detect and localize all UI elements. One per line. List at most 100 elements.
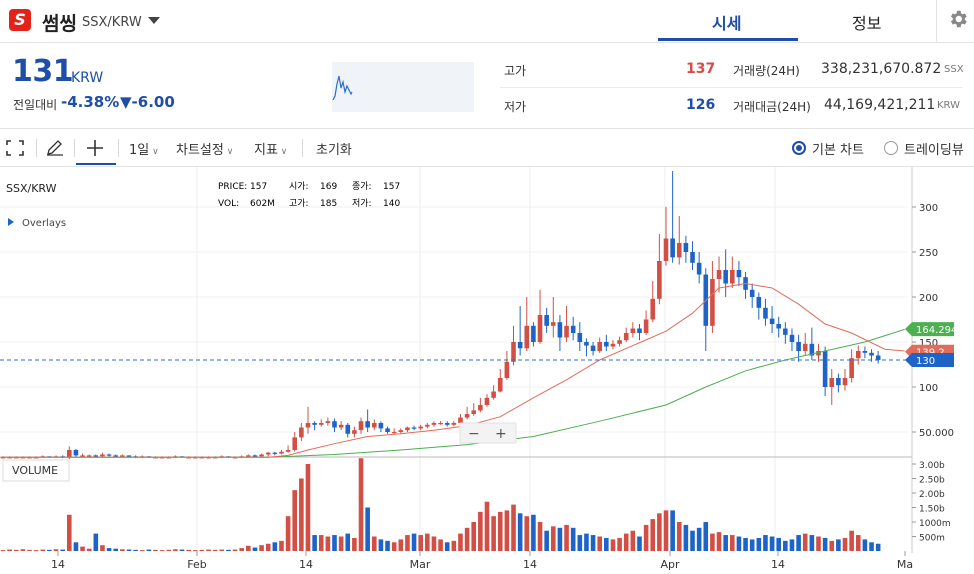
volume-bar (80, 546, 85, 551)
draw-tool-button[interactable] (46, 140, 64, 160)
app-header: S 썸씽 SSX/KRW 시세 정보 (0, 0, 974, 43)
amount-label: 거래대금(24H) (733, 100, 811, 114)
trading-view-radio[interactable] (884, 141, 898, 155)
price-tags: 164.294139.2130 (905, 322, 957, 367)
chevron-down-icon: ∨ (149, 147, 159, 157)
zoom-controls (459, 422, 517, 444)
candle-body (623, 333, 629, 341)
candle-body (199, 457, 205, 459)
candle-body (338, 424, 344, 428)
volume-bar (40, 549, 46, 551)
candle-body (252, 455, 258, 457)
chevron-down-icon: ∨ (277, 147, 288, 157)
price-chart[interactable]: 300 250 200 150 100 50.000 3.00b 2.50b 2.00b 1.5… (0, 167, 974, 574)
volume-bar (816, 536, 821, 551)
volume-bar (703, 522, 709, 551)
legend-low-label: 저가: (352, 198, 372, 209)
volume-bar (186, 549, 191, 551)
crosshair-button[interactable] (86, 139, 104, 161)
indicators-label: 지표 (254, 143, 278, 158)
volume-bar (67, 514, 72, 551)
volume-bar (358, 458, 364, 551)
triangle-right-icon[interactable] (8, 218, 14, 226)
volume-bar (869, 542, 874, 551)
y-tick-label: 300 (919, 203, 938, 214)
volume-bar (802, 533, 808, 551)
volume-bar (683, 524, 689, 551)
indicators-dropdown[interactable]: 지표 ∨ (254, 139, 287, 158)
overlays-toggle[interactable]: Overlays (22, 218, 66, 229)
fullscreen-button[interactable] (6, 140, 24, 160)
candle-body (192, 457, 198, 459)
candle-body (769, 318, 775, 324)
reset-button[interactable]: 초기화 (316, 143, 352, 158)
volume-bar (133, 549, 138, 551)
chart-settings-dropdown[interactable]: 차트설정 ∨ (176, 139, 233, 158)
basic-chart-radio[interactable] (792, 141, 806, 155)
candle-body (318, 423, 324, 425)
volume-bar (577, 535, 583, 551)
volume-bar (199, 549, 205, 551)
candle-body (584, 342, 589, 346)
sparkline-chart (332, 62, 474, 112)
volume-bar (590, 535, 596, 551)
candle-body (836, 378, 841, 386)
legend-low: 140 (383, 199, 400, 209)
volume-bar (789, 539, 795, 551)
volume-bar (497, 511, 503, 551)
volume-bar (776, 537, 782, 551)
candle-body (550, 322, 556, 326)
volume-bar (159, 550, 165, 552)
candle-body (371, 423, 377, 428)
candle-body (425, 424, 430, 427)
volume-bar (570, 527, 576, 551)
volume-bar (418, 535, 423, 551)
volume-bar (86, 548, 92, 551)
candle-body (557, 322, 563, 338)
candle-body (265, 452, 271, 455)
candle-body (285, 450, 291, 452)
volume-bar (657, 513, 662, 551)
volume-bar (855, 535, 861, 551)
candle-body (279, 451, 284, 454)
candle-body (531, 325, 536, 342)
candle-body (345, 424, 351, 434)
candle-body (657, 261, 662, 299)
volume-bar (47, 549, 52, 551)
price-unit: KRW (71, 70, 104, 86)
candle-body (67, 450, 72, 458)
fullscreen-icon (6, 140, 24, 156)
volume-bar (637, 536, 642, 551)
change-label: 전일대비 (13, 98, 58, 112)
volume-bar (444, 542, 450, 551)
volume-bar (206, 549, 211, 551)
volume-bar (425, 533, 430, 551)
volume-bar (239, 548, 244, 551)
settings-button[interactable] (947, 8, 969, 30)
candle-body (451, 423, 457, 425)
candle-body (577, 333, 583, 342)
volume-bar (829, 540, 835, 551)
candle-body (802, 343, 808, 351)
volume-bar (743, 537, 748, 551)
active-tab-indicator (658, 38, 798, 41)
volume-bar (166, 549, 172, 551)
candle-body (849, 358, 854, 378)
zoom-out-button[interactable]: − (468, 426, 480, 442)
volume-tick-label: 1.50b (919, 505, 945, 515)
x-tick-label: Ma (897, 558, 913, 571)
zoom-in-button[interactable]: + (495, 426, 507, 442)
candle-body (842, 378, 848, 386)
candle-body (159, 457, 165, 459)
volume-bar (378, 539, 384, 551)
tab-info[interactable]: 정보 (852, 14, 882, 33)
coin-selector-dropdown[interactable] (147, 14, 161, 28)
current-price: 131 (12, 54, 74, 89)
candle-body (710, 279, 715, 326)
volume-bars (0, 458, 881, 552)
interval-dropdown[interactable]: 1일 ∨ (129, 139, 159, 158)
volume-bar (604, 537, 609, 551)
candle-body (418, 426, 423, 429)
candle-body (663, 238, 669, 261)
tab-quote[interactable]: 시세 (712, 14, 742, 33)
